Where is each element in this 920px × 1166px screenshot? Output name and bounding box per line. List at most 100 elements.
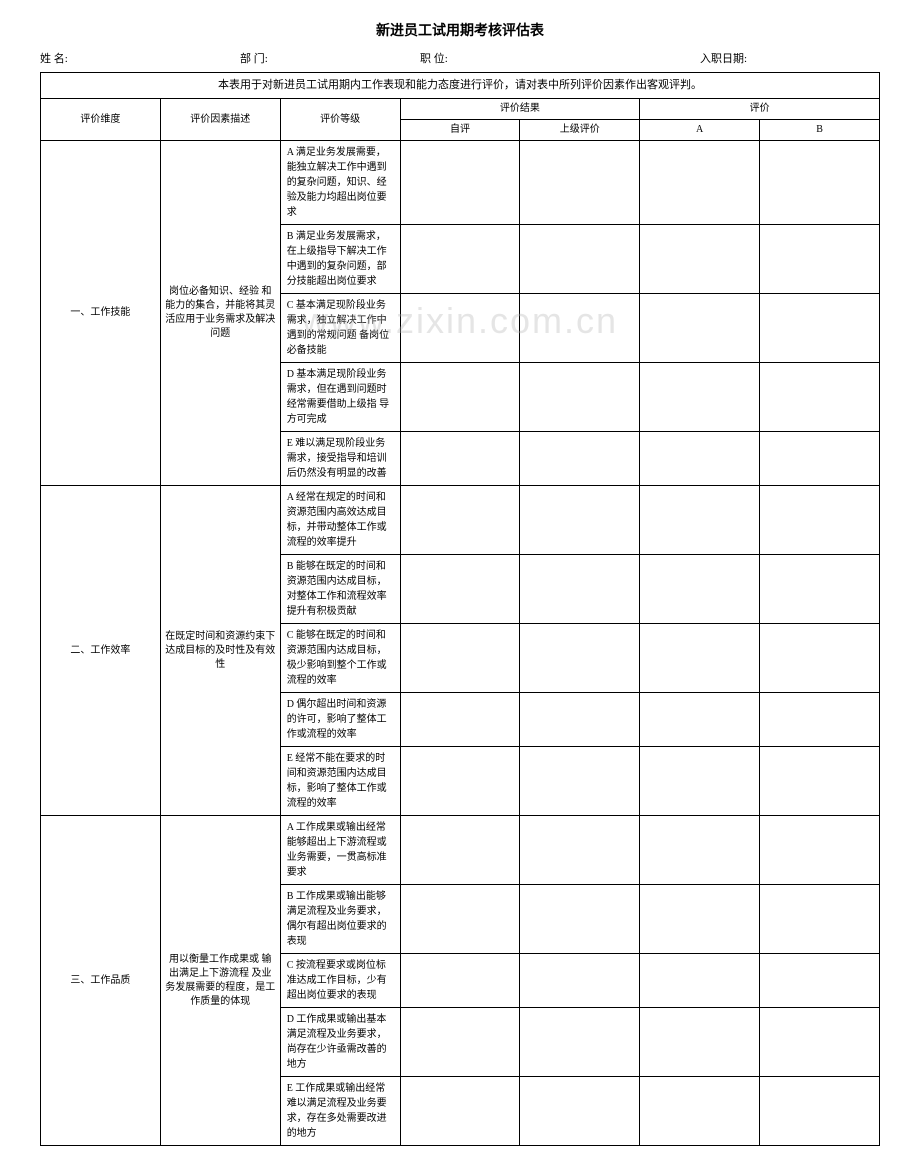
supervisor-eval-cell[interactable] [520,816,640,885]
level-cell: A 经常在规定的时间和资源范围内高效达成目标，并带动整体工作或流程的效率提升 [280,486,400,555]
grade-a-cell[interactable] [640,816,760,885]
col-result: 评价结果 [400,99,640,120]
col-supervisor-eval: 上级评价 [520,120,640,141]
level-cell: A 满足业务发展需要，能独立解决工作中遇到的复杂问题，知识、经验及能力均超出岗位… [280,141,400,225]
grade-b-cell[interactable] [760,954,880,1008]
hiredate-label: 入职日期: [700,50,850,66]
self-eval-cell[interactable] [400,1008,520,1077]
col-score-header: 评价 [640,99,880,120]
grade-a-cell[interactable] [640,1008,760,1077]
header-row-1: 评价维度 评价因素描述 评价等级 评价结果 评价 [41,99,880,120]
page-title: 新进员工试用期考核评估表 [40,20,880,40]
grade-b-cell[interactable] [760,432,880,486]
col-dimension: 评价维度 [41,99,161,141]
grade-a-cell[interactable] [640,141,760,225]
table-row: 三、工作品质 用以衡量工作成果或 输出满足上下游流程 及业务发展需要的程度，是工… [41,816,880,885]
level-cell: D 工作成果或输出基本满足流程及业务要求，尚存在少许亟需改善的地方 [280,1008,400,1077]
instruction-row: 本表用于对新进员工试用期内工作表现和能力态度进行评价，请对表中所列评价因素作出客… [41,73,880,99]
self-eval-cell[interactable] [400,954,520,1008]
grade-a-cell[interactable] [640,294,760,363]
grade-a-cell[interactable] [640,747,760,816]
supervisor-eval-cell[interactable] [520,624,640,693]
supervisor-eval-cell[interactable] [520,555,640,624]
factor-desc-cell: 岗位必备知识、经验 和能力的集合，并能将其灵活应用于业务需求及解决问题 [160,141,280,486]
col-self-eval: 自评 [400,120,520,141]
grade-a-cell[interactable] [640,954,760,1008]
grade-b-cell[interactable] [760,225,880,294]
self-eval-cell[interactable] [400,816,520,885]
supervisor-eval-cell[interactable] [520,747,640,816]
grade-a-cell[interactable] [640,432,760,486]
grade-b-cell[interactable] [760,816,880,885]
grade-a-cell[interactable] [640,486,760,555]
grade-b-cell[interactable] [760,693,880,747]
supervisor-eval-cell[interactable] [520,1077,640,1146]
level-cell: A 工作成果或输出经常能够超出上下游流程或业务需要，一贯高标准要求 [280,816,400,885]
instruction-cell: 本表用于对新进员工试用期内工作表现和能力态度进行评价，请对表中所列评价因素作出客… [41,73,880,99]
factor-desc-cell: 用以衡量工作成果或 输出满足上下游流程 及业务发展需要的程度，是工作质量的体现 [160,816,280,1146]
col-grade-a: A [640,120,760,141]
grade-b-cell[interactable] [760,294,880,363]
self-eval-cell[interactable] [400,747,520,816]
evaluation-table: 本表用于对新进员工试用期内工作表现和能力态度进行评价，请对表中所列评价因素作出客… [40,72,880,1146]
self-eval-cell[interactable] [400,555,520,624]
supervisor-eval-cell[interactable] [520,294,640,363]
level-cell: B 工作成果或输出能够满足流程及业务要求，偶尔有超出岗位要求的表现 [280,885,400,954]
self-eval-cell[interactable] [400,225,520,294]
dimension-cell: 一、工作技能 [41,141,161,486]
level-cell: E 经常不能在要求的时间和资源范围内达成目标，影响了整体工作或流程的效率 [280,747,400,816]
grade-b-cell[interactable] [760,747,880,816]
grade-a-cell[interactable] [640,225,760,294]
supervisor-eval-cell[interactable] [520,432,640,486]
self-eval-cell[interactable] [400,624,520,693]
grade-a-cell[interactable] [640,693,760,747]
level-cell: E 难以满足现阶段业务需求，接受指导和培训后仍然没有明显的改善 [280,432,400,486]
self-eval-cell[interactable] [400,693,520,747]
dimension-cell: 三、工作品质 [41,816,161,1146]
supervisor-eval-cell[interactable] [520,1008,640,1077]
level-cell: C 基本满足现阶段业务需求，独立解决工作中遇到的常规问题 备岗位必备技能 [280,294,400,363]
grade-b-cell[interactable] [760,624,880,693]
self-eval-cell[interactable] [400,363,520,432]
grade-a-cell[interactable] [640,363,760,432]
self-eval-cell[interactable] [400,294,520,363]
col-level: 评价等级 [280,99,400,141]
level-cell: E 工作成果或输出经常难以满足流程及业务要求，存在多处需要改进的地方 [280,1077,400,1146]
supervisor-eval-cell[interactable] [520,693,640,747]
grade-a-cell[interactable] [640,624,760,693]
grade-b-cell[interactable] [760,1008,880,1077]
level-cell: D 偶尔超出时间和资源的许可，影响了整体工作或流程的效率 [280,693,400,747]
grade-b-cell[interactable] [760,885,880,954]
supervisor-eval-cell[interactable] [520,225,640,294]
grade-b-cell[interactable] [760,555,880,624]
grade-b-cell[interactable] [760,363,880,432]
col-factor-desc: 评价因素描述 [160,99,280,141]
supervisor-eval-cell[interactable] [520,363,640,432]
self-eval-cell[interactable] [400,141,520,225]
position-label: 职 位: [420,50,700,66]
grade-a-cell[interactable] [640,555,760,624]
level-cell: B 满足业务发展需求，在上级指导下解决工作中遇到的复杂问题，部分技能超出岗位要求 [280,225,400,294]
dept-label: 部 门: [240,50,420,66]
self-eval-cell[interactable] [400,885,520,954]
table-row: 二、工作效率 在既定时间和资源约束下达成目标的及时性及有效性 A 经常在规定的时… [41,486,880,555]
grade-b-cell[interactable] [760,141,880,225]
grade-b-cell[interactable] [760,1077,880,1146]
name-label: 姓 名: [40,50,240,66]
supervisor-eval-cell[interactable] [520,141,640,225]
level-cell: B 能够在既定的时间和资源范围内达成目标，对整体工作和流程效率提升有积极贡献 [280,555,400,624]
self-eval-cell[interactable] [400,432,520,486]
level-cell: C 能够在既定的时间和资源范围内达成目标，极少影响到整个工作或流程的效率 [280,624,400,693]
level-cell: C 按流程要求或岗位标准达成工作目标，少有超出岗位要求的表现 [280,954,400,1008]
supervisor-eval-cell[interactable] [520,885,640,954]
self-eval-cell[interactable] [400,1077,520,1146]
grade-b-cell[interactable] [760,486,880,555]
level-cell: D 基本满足现阶段业务需求，但在遇到问题时经常需要借助上级指 导方可完成 [280,363,400,432]
grade-a-cell[interactable] [640,1077,760,1146]
self-eval-cell[interactable] [400,486,520,555]
table-row: 一、工作技能 岗位必备知识、经验 和能力的集合，并能将其灵活应用于业务需求及解决… [41,141,880,225]
supervisor-eval-cell[interactable] [520,954,640,1008]
grade-a-cell[interactable] [640,885,760,954]
col-grade-b: B [760,120,880,141]
supervisor-eval-cell[interactable] [520,486,640,555]
